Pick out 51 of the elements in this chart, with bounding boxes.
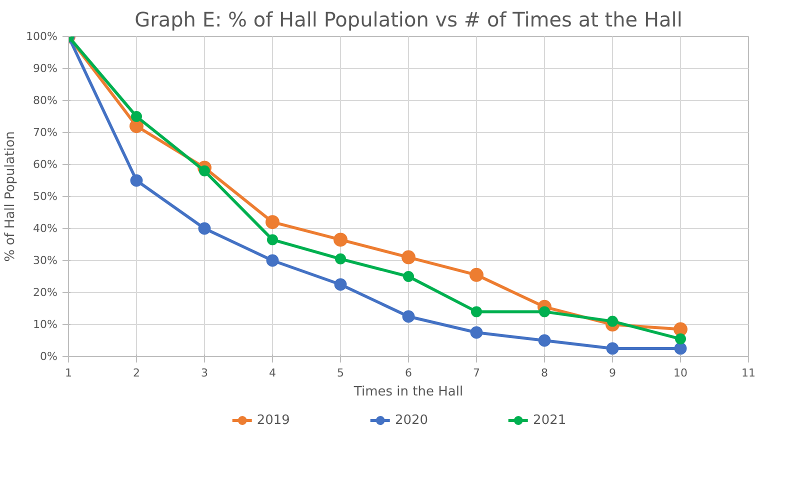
point xyxy=(607,316,618,327)
legend-label: 2020 xyxy=(394,412,428,428)
point xyxy=(334,232,348,247)
point xyxy=(266,215,280,230)
point xyxy=(334,278,347,291)
x-tick-label: 8 xyxy=(541,366,548,380)
y-tick-label: 20% xyxy=(33,286,58,299)
chart-title: Graph E: % of Hall Population vs # of Times at the Hall xyxy=(134,8,682,32)
point xyxy=(402,310,415,323)
x-tick-label: 11 xyxy=(742,366,756,380)
y-tick-label: 0% xyxy=(40,350,58,363)
x-tick-label: 7 xyxy=(473,366,480,380)
y-axis-title: % of Hall Population xyxy=(3,131,18,262)
y-tick-label: 100% xyxy=(26,30,58,43)
point xyxy=(199,165,210,176)
point xyxy=(674,322,688,336)
legend-label: 2019 xyxy=(256,412,290,428)
y-tick-label: 30% xyxy=(33,254,58,267)
point xyxy=(470,326,483,339)
point xyxy=(130,174,143,187)
y-tick-label: 90% xyxy=(33,62,58,75)
x-tick-label: 4 xyxy=(269,366,276,380)
x-tick-label: 9 xyxy=(609,366,616,380)
point xyxy=(675,333,686,344)
point xyxy=(403,271,414,282)
y-tick-label: 60% xyxy=(33,158,58,171)
x-tick-label: 2 xyxy=(133,366,140,380)
x-tick-label: 3 xyxy=(201,366,208,380)
y-tick-label: 80% xyxy=(33,94,58,107)
x-tick-label: 6 xyxy=(405,366,412,380)
x-tick-label: 5 xyxy=(337,366,344,380)
point xyxy=(538,334,551,347)
point xyxy=(402,250,416,264)
point xyxy=(539,306,550,318)
y-tick-label: 10% xyxy=(33,318,58,331)
x-tick-label: 1 xyxy=(65,366,72,380)
point xyxy=(267,234,278,246)
y-tick-label: 40% xyxy=(33,222,58,235)
point xyxy=(266,254,279,267)
point xyxy=(131,111,142,122)
point xyxy=(674,342,687,355)
point xyxy=(471,306,482,318)
point xyxy=(470,268,484,282)
y-tick-label: 70% xyxy=(33,126,58,139)
point xyxy=(606,342,619,355)
point xyxy=(198,222,211,235)
y-tick-label: 50% xyxy=(33,190,58,203)
point xyxy=(335,253,346,264)
x-tick-label: 10 xyxy=(674,366,688,380)
legend-label: 2021 xyxy=(533,412,566,428)
x-axis-title: Times in the Hall xyxy=(352,384,464,400)
